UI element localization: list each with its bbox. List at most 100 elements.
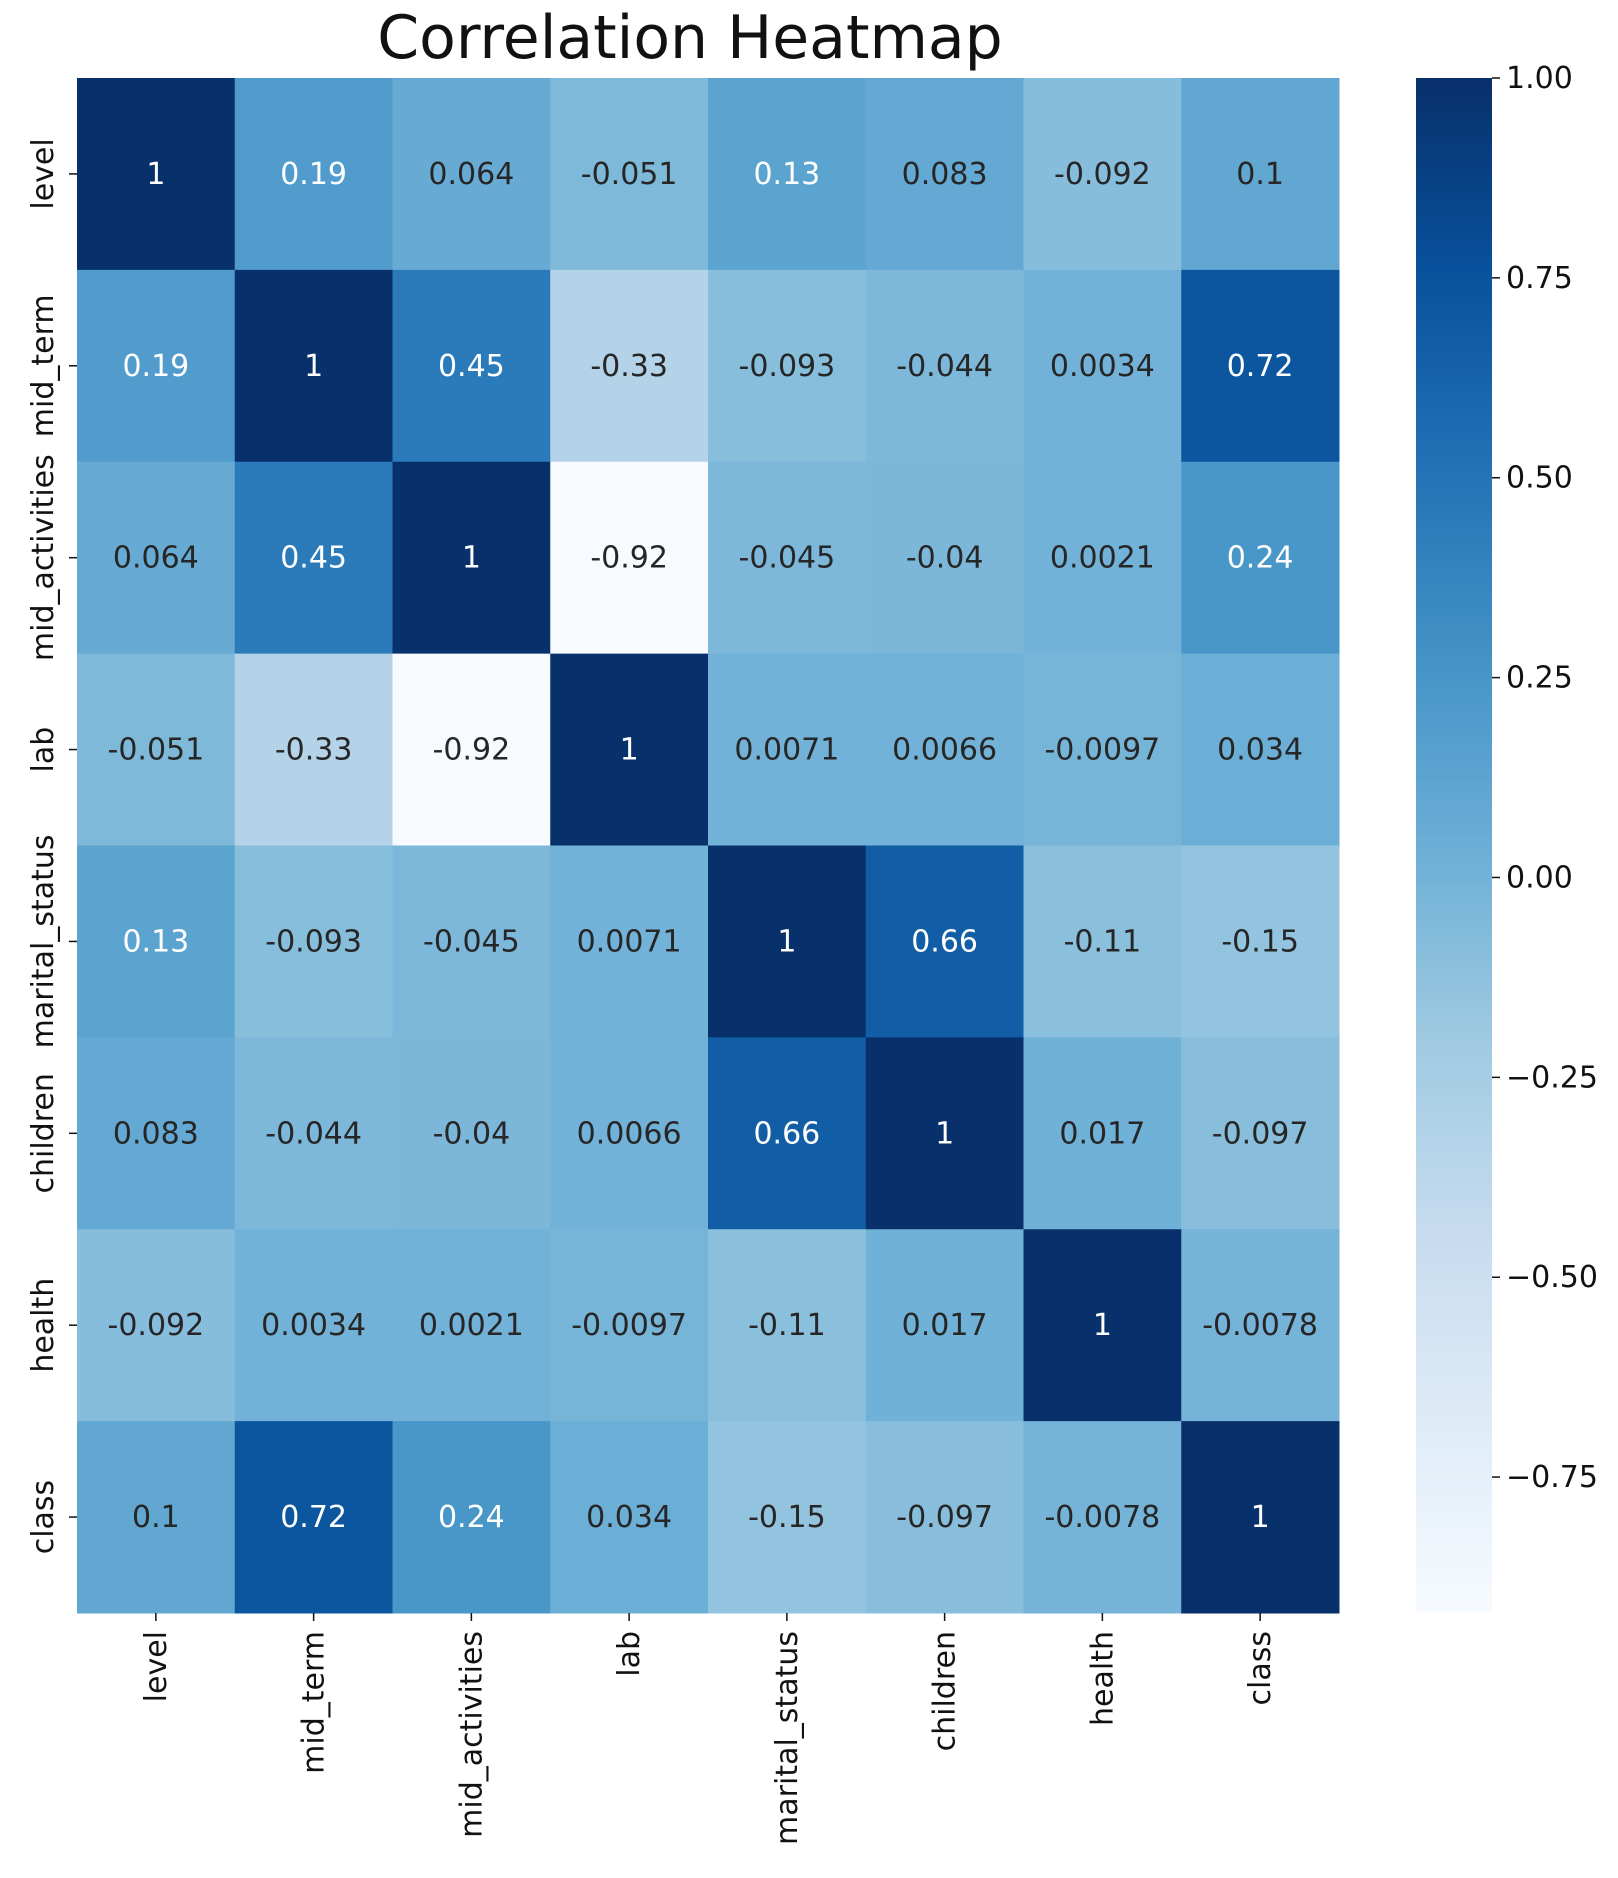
heatmap-cells: 1 0.19 0.064 -0.051 0.13 0.083 -0.092 0.1 0.19 1 0… (77, 78, 1340, 1614)
cell-label-mid_term-mid_activities: 0.45 (438, 349, 505, 384)
cell-label-marital_status-mid_activities: -0.045 (423, 924, 520, 959)
cell-label-children-marital_status: 0.66 (753, 1116, 820, 1151)
x-axis: level mid_term mid_activities lab marital_st… (139, 1613, 1278, 1845)
heatmap-cell-lab-class (1181, 653, 1340, 846)
heatmap-cell-mid_activities-children (865, 461, 1024, 655)
cell-label-mid_term-children: -0.044 (896, 349, 993, 384)
heatmap-cell-marital_status-marital_status (708, 845, 867, 1038)
cell-label-children-lab: 0.0066 (577, 1116, 682, 1151)
cell-label-mid_term-class: 0.72 (1227, 349, 1294, 384)
cell-label-health-class: -0.0078 (1202, 1308, 1318, 1343)
cell-label-health-health: 1 (1093, 1308, 1112, 1343)
cell-label-class-class: 1 (1251, 1500, 1270, 1535)
heatmap-cell-level-mid_activities (392, 78, 551, 271)
heatmap-cell-level-marital_status (708, 78, 867, 271)
cell-label-class-mid_term: 0.72 (280, 1500, 347, 1535)
cell-label-marital_status-mid_term: -0.093 (265, 924, 362, 959)
heatmap-cell-marital_status-health (1023, 845, 1182, 1038)
cell-label-mid_activities-marital_status: -0.045 (739, 541, 836, 576)
cell-label-health-mid_term: 0.0034 (261, 1308, 366, 1343)
cell-label-marital_status-class: -0.15 (1221, 924, 1299, 959)
heatmap-cell-children-health (1023, 1037, 1182, 1230)
heatmap-cell-marital_status-mid_activities (392, 845, 551, 1038)
heatmap-cell-children-children (865, 1037, 1024, 1230)
cell-label-class-children: -0.097 (896, 1500, 993, 1535)
cell-label-lab-class: 0.034 (1217, 733, 1303, 768)
cell-label-lab-lab: 1 (620, 733, 639, 768)
cell-label-class-health: -0.0078 (1044, 1500, 1160, 1535)
cell-label-mid_term-marital_status: -0.093 (739, 349, 836, 384)
heatmap-cell-class-mid_activities (392, 1421, 551, 1614)
cell-label-mid_term-health: 0.0034 (1050, 349, 1155, 384)
heatmap-cell-marital_status-class (1181, 845, 1340, 1038)
heatmap-cell-level-level (77, 78, 236, 271)
cell-label-level-health: -0.092 (1054, 157, 1151, 192)
heatmap-cell-marital_status-lab (550, 845, 709, 1038)
heatmap-cell-lab-level (77, 653, 236, 846)
heatmap-cell-health-children (865, 1229, 1024, 1422)
heatmap-cell-mid_term-children (865, 269, 1024, 463)
heatmap-cell-class-health (1023, 1421, 1182, 1614)
heatmap-cell-mid_activities-lab (550, 461, 709, 655)
colorbar-tick-label: −0.75 (1506, 1460, 1598, 1495)
y-tick-label-health: health (26, 1278, 61, 1373)
cell-label-marital_status-marital_status: 1 (777, 924, 796, 959)
x-tick-label-health: health (1085, 1631, 1120, 1726)
heatmap-cell-marital_status-level (77, 845, 236, 1038)
heatmap-cell-health-marital_status (708, 1229, 867, 1422)
heatmap-cell-health-mid_term (234, 1229, 393, 1422)
y-tick-label-class: class (26, 1480, 61, 1554)
heatmap-cell-class-children (865, 1421, 1024, 1614)
heatmap-cell-mid_term-mid_term (234, 269, 393, 463)
heatmap-cell-lab-marital_status (708, 653, 867, 846)
cell-label-level-mid_activities: 0.064 (428, 157, 514, 192)
heatmap-cell-level-mid_term (234, 78, 393, 271)
heatmap-cell-class-lab (550, 1421, 709, 1614)
heatmap-cell-mid_activities-mid_activities (392, 461, 551, 655)
cell-label-mid_activities-lab: -0.92 (590, 541, 668, 576)
cell-label-mid_term-lab: -0.33 (590, 349, 668, 384)
cell-label-lab-marital_status: 0.0071 (734, 733, 839, 768)
heatmap-cell-mid_activities-marital_status (708, 461, 867, 655)
colorbar-ticks: 1.00 0.75 0.50 0.25 0.00 −0.25 −0.50 −0.75 (1492, 61, 1598, 1495)
x-tick-label-lab: lab (612, 1631, 647, 1677)
y-tick-label-level: level (26, 138, 61, 209)
heatmap-cell-marital_status-mid_term (234, 845, 393, 1038)
heatmap-cell-health-health (1023, 1229, 1182, 1422)
y-tick-label-children: children (26, 1073, 61, 1193)
cell-label-marital_status-lab: 0.0071 (577, 924, 682, 959)
heatmap-cell-class-level (77, 1421, 236, 1614)
heatmap-cell-level-health (1023, 78, 1182, 271)
cell-label-class-mid_activities: 0.24 (438, 1500, 505, 1535)
cell-label-children-level: 0.083 (113, 1116, 199, 1151)
heatmap-cell-children-mid_term (234, 1037, 393, 1230)
heatmap-cell-mid_term-mid_activities (392, 269, 551, 463)
cell-label-mid_activities-health: 0.0021 (1050, 541, 1155, 576)
cell-label-level-level: 1 (146, 157, 165, 192)
heatmap-cell-mid_activities-class (1181, 461, 1340, 655)
heatmap-cell-class-mid_term (234, 1421, 393, 1614)
heatmap-cell-marital_status-children (865, 845, 1024, 1038)
cell-label-level-lab: -0.051 (581, 157, 678, 192)
heatmap-cell-class-marital_status (708, 1421, 867, 1614)
x-tick-label-children: children (928, 1631, 963, 1751)
heatmap-cell-level-class (1181, 78, 1340, 271)
cell-label-mid_activities-class: 0.24 (1227, 541, 1294, 576)
heatmap-cell-mid_activities-mid_term (234, 461, 393, 655)
heatmap-cell-mid_term-level (77, 269, 236, 463)
cell-label-mid_term-mid_term: 1 (304, 349, 323, 384)
cell-label-mid_term-level: 0.19 (122, 349, 189, 384)
colorbar-tick-label: 0.25 (1506, 661, 1573, 696)
cell-label-health-children: 0.017 (902, 1308, 988, 1343)
heatmap-cell-mid_term-marital_status (708, 269, 867, 463)
heatmap-cell-lab-health (1023, 653, 1182, 846)
chart-title: Correlation Heatmap (377, 3, 1003, 73)
cell-label-lab-children: 0.0066 (892, 733, 997, 768)
heatmap-cell-mid_term-lab (550, 269, 709, 463)
cell-label-mid_activities-children: -0.04 (906, 541, 984, 576)
heatmap-cell-lab-mid_activities (392, 653, 551, 846)
cell-label-health-mid_activities: 0.0021 (419, 1308, 524, 1343)
heatmap-cell-children-level (77, 1037, 236, 1230)
